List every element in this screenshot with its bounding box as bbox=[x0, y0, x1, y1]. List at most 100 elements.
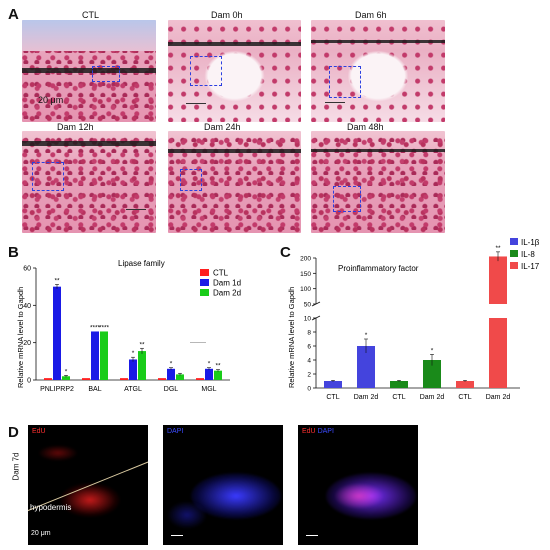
tile-title: Dam 12h bbox=[57, 122, 94, 132]
red-signal bbox=[38, 445, 78, 461]
legend-swatch bbox=[200, 289, 209, 296]
legend-swatch bbox=[510, 238, 518, 245]
chart-title: Proinflammatory factor bbox=[338, 264, 419, 273]
legend-swatch bbox=[200, 279, 209, 286]
lipase-chart: Lipase family Relative mRNA level to Gap… bbox=[16, 259, 241, 393]
legend-label: Dam 2d bbox=[213, 289, 241, 298]
chart-title: Lipase family bbox=[118, 259, 165, 268]
red-signal bbox=[60, 483, 120, 517]
significance-mark: **** bbox=[99, 324, 110, 331]
y-tick-label: 6 bbox=[307, 344, 311, 351]
roi-box bbox=[190, 56, 222, 86]
bar bbox=[456, 381, 474, 388]
tile-title: Dam 48h bbox=[347, 122, 384, 132]
fluorescence-dapi: DAPI bbox=[163, 425, 283, 545]
bar bbox=[138, 351, 146, 380]
channel-label-dapi: DAPI bbox=[317, 428, 334, 435]
y-tick-label: 8 bbox=[307, 330, 311, 337]
region-label: hypodermis bbox=[30, 503, 72, 512]
he-image-dam-0h bbox=[168, 20, 301, 122]
x-tick-label: Dam 2d bbox=[420, 394, 445, 401]
pigment-stripe bbox=[311, 40, 445, 43]
bar bbox=[158, 378, 166, 380]
significance-mark: ** bbox=[139, 341, 145, 348]
pigment-stripe bbox=[168, 42, 301, 46]
panel-a-letter: A bbox=[8, 6, 19, 23]
panel-b-letter: B bbox=[8, 244, 19, 261]
y-axis-label: Relative mRNA level to Gapdh bbox=[287, 287, 296, 388]
channel-label-edu: EdU bbox=[302, 428, 316, 435]
y-tick-label: 60 bbox=[23, 266, 31, 273]
proinflammatory-chart: Proinflammatory factor Relative mRNA lev… bbox=[287, 238, 540, 401]
y-tick-label: 20 bbox=[23, 340, 31, 347]
roi-box bbox=[92, 66, 120, 82]
bar bbox=[357, 346, 375, 388]
legend-swatch bbox=[510, 262, 518, 269]
x-tick-label: CTL bbox=[326, 394, 339, 401]
y-tick-label: 150 bbox=[300, 271, 311, 278]
bar bbox=[176, 374, 184, 380]
tissue-band bbox=[22, 20, 156, 51]
bar bbox=[129, 359, 137, 380]
bar bbox=[423, 360, 441, 388]
scale-bar bbox=[306, 535, 318, 536]
x-tick-label: DGL bbox=[164, 386, 179, 393]
bar bbox=[91, 331, 99, 380]
pigment-stripe bbox=[311, 149, 445, 152]
bar bbox=[196, 378, 204, 380]
scale-bar bbox=[325, 102, 345, 103]
scale-bar bbox=[171, 535, 183, 536]
scale-bar bbox=[186, 103, 206, 104]
y-tick-label: 40 bbox=[23, 303, 31, 310]
y-tick-label: 0 bbox=[27, 378, 31, 385]
pigment-stripe bbox=[22, 68, 156, 73]
he-image-dam-12h bbox=[22, 131, 156, 233]
y-tick-label: 0 bbox=[307, 386, 311, 393]
x-tick-label: Dam 2d bbox=[354, 394, 379, 401]
merge-signal bbox=[334, 483, 384, 509]
significance-mark: **** bbox=[90, 324, 101, 331]
legend-label: Dam 1d bbox=[213, 279, 241, 288]
significance-mark: * bbox=[208, 361, 211, 368]
y-tick-label: 10 bbox=[304, 316, 312, 323]
x-tick-label: PNLIPRP2 bbox=[40, 386, 74, 393]
tile-title: Dam 0h bbox=[211, 10, 243, 20]
bar bbox=[44, 378, 52, 380]
significance-mark: ** bbox=[54, 277, 60, 284]
y-tick-label: 200 bbox=[300, 256, 311, 263]
y-tick-label: 50 bbox=[304, 302, 312, 309]
tile-title: Dam 24h bbox=[204, 122, 241, 132]
bar bbox=[120, 378, 128, 380]
legend-swatch bbox=[510, 250, 518, 257]
he-image-dam-24h bbox=[168, 131, 301, 233]
he-image-ctl: 20 μm bbox=[22, 20, 156, 122]
roi-box bbox=[180, 169, 202, 191]
x-tick-label: MGL bbox=[201, 386, 216, 393]
legend-swatch bbox=[200, 269, 209, 276]
channel-label: EdU bbox=[32, 428, 46, 435]
bar bbox=[390, 381, 408, 388]
legend-label: IL-8 bbox=[521, 250, 535, 259]
bar bbox=[489, 256, 507, 304]
blue-signal bbox=[167, 501, 207, 529]
scale-label: 20 μm bbox=[38, 95, 64, 105]
x-tick-label: CTL bbox=[392, 394, 405, 401]
panel-c-letter: C bbox=[280, 244, 291, 261]
significance-mark: * bbox=[431, 347, 434, 354]
significance-mark: * bbox=[132, 350, 135, 357]
scale-bar bbox=[126, 209, 146, 210]
fluorescence-merge: EdU DAPI bbox=[298, 425, 418, 545]
significance-mark: ** bbox=[215, 363, 221, 370]
x-tick-label: ATGL bbox=[124, 386, 142, 393]
y-axis-label: Relative mRNA level to Gapdh bbox=[16, 287, 25, 388]
bar bbox=[489, 318, 507, 388]
legend-label: CTL bbox=[213, 269, 229, 278]
significance-mark: * bbox=[65, 368, 68, 375]
row-label: Dam 7d bbox=[11, 452, 21, 481]
x-tick-label: BAL bbox=[88, 386, 101, 393]
bar bbox=[62, 376, 70, 380]
he-image-dam-48h bbox=[311, 131, 445, 233]
significance-mark: ** bbox=[495, 245, 501, 252]
roi-box bbox=[333, 186, 361, 212]
pigment-stripe bbox=[22, 141, 156, 146]
